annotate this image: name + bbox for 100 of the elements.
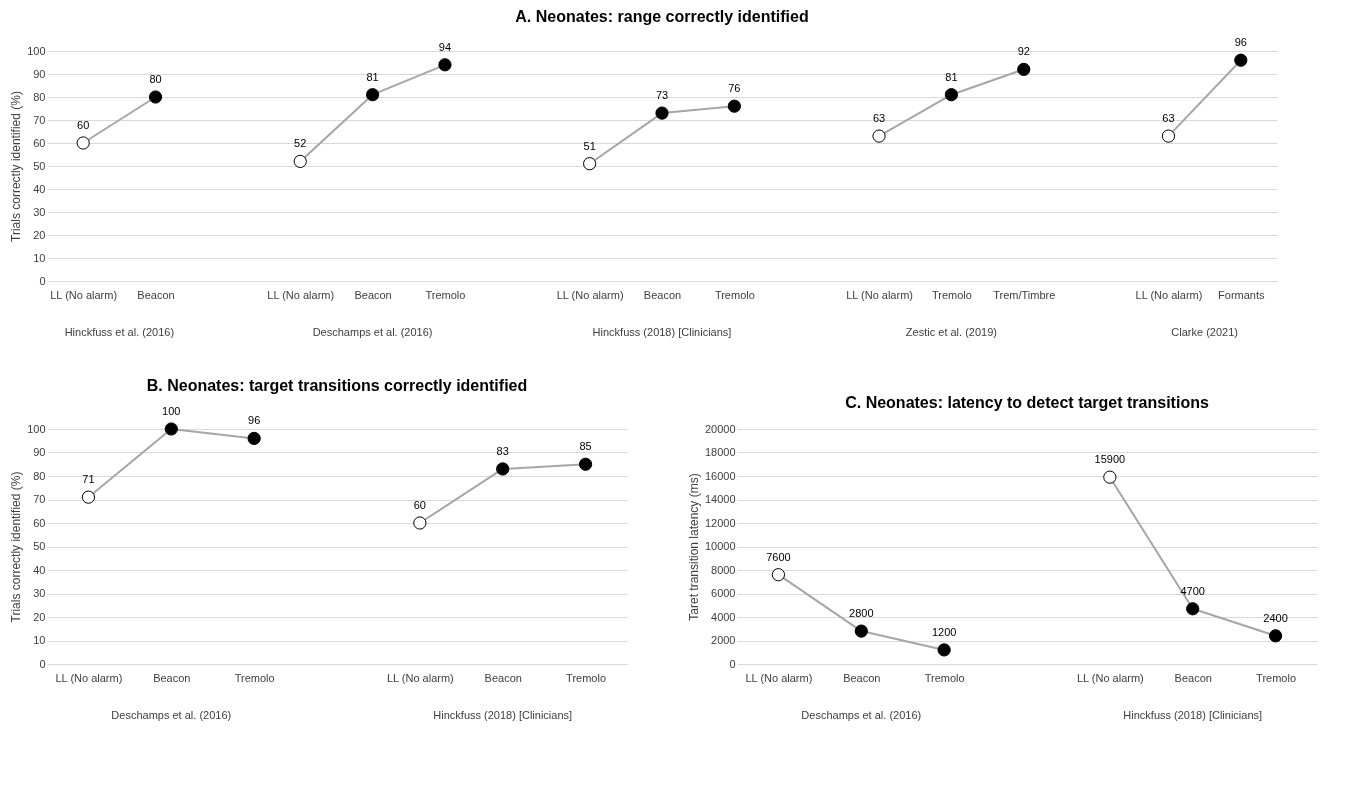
point <box>438 58 452 72</box>
x-tick-label: Beacon <box>1174 671 1212 684</box>
y-tick-label: 70 <box>33 493 46 505</box>
x-tick-label: LL (No alarm) <box>267 288 335 301</box>
y-tick-label: 8000 <box>711 563 736 576</box>
y-tick-label: 0 <box>39 274 46 287</box>
data-label: 63 <box>872 112 886 125</box>
data-label: 15900 <box>1094 453 1126 466</box>
text: Deschamps et al. (2016) <box>111 709 232 721</box>
data-label: 81 <box>945 70 958 83</box>
x-tick-label: Tremolo <box>931 288 972 301</box>
chart-title: A. Neonates: range correctly identified <box>515 8 809 26</box>
point <box>578 457 593 471</box>
data-label: 100 <box>162 405 181 417</box>
y-tick-label: 4000 <box>711 610 736 623</box>
data-label: 94 <box>438 40 452 53</box>
data-label: 51 <box>583 139 596 152</box>
data-label: 71 <box>82 473 95 486</box>
text: Hinckfuss (2018) [Clinicians] <box>592 326 732 338</box>
text: Zestic et al. (2019) <box>905 326 997 338</box>
y-tick-label: 6000 <box>711 587 736 599</box>
x-tick-label: Beacon <box>843 671 881 684</box>
y-tick-label: 20000 <box>704 422 736 435</box>
y-tick-label: 30 <box>33 587 46 599</box>
data-label: 60 <box>413 499 426 511</box>
text: Hinckfuss (2018) [Clinicians] <box>1123 709 1263 721</box>
y-axis-title: Trials correctly identified (%) <box>9 91 24 242</box>
y-tick-label: 70 <box>33 113 46 126</box>
y-tick-label: 80 <box>33 90 46 103</box>
data-label: 2400 <box>1263 611 1288 624</box>
x-tick-label: Tremolo <box>425 288 466 301</box>
data-label: 60 <box>77 119 90 131</box>
y-tick-label: 12000 <box>704 516 736 529</box>
text: Deschamps et al. (2016) <box>801 709 922 721</box>
data-label: 63 <box>1162 112 1175 125</box>
point <box>1186 602 1200 616</box>
data-label: 52 <box>294 137 307 150</box>
point <box>1017 62 1031 77</box>
x-tick-label: Beacon <box>484 671 522 684</box>
point <box>247 431 261 446</box>
text: Hinckfuss et al. (2016) <box>64 326 175 338</box>
y-tick-label: 14000 <box>704 493 736 505</box>
point <box>771 568 786 582</box>
data-label: 76 <box>728 82 741 95</box>
y-tick-label: 20 <box>33 228 46 241</box>
x-tick-label: Formants <box>1218 288 1266 301</box>
data-label: 4700 <box>1180 584 1205 597</box>
x-tick-label: Tremolo <box>924 671 965 684</box>
y-axis-title: Trials correctly identified (%) <box>9 471 24 623</box>
point <box>727 99 741 113</box>
point <box>937 643 951 657</box>
data-label: 80 <box>149 73 162 85</box>
x-tick-label: LL (No alarm) <box>1076 671 1144 684</box>
x-tick-label: LL (No alarm) <box>846 288 913 301</box>
x-tick-label: Beacon <box>153 671 191 684</box>
text: Clarke (2021) <box>1171 326 1238 338</box>
point <box>496 462 510 476</box>
data-label: 96 <box>1234 36 1247 49</box>
y-tick-label: 2000 <box>711 634 736 646</box>
y-tick-label: 10 <box>33 251 46 264</box>
data-label: 7600 <box>766 550 791 563</box>
x-tick-label: Tremolo <box>566 671 607 684</box>
y-tick-label: 100 <box>27 422 46 435</box>
point <box>1268 629 1283 643</box>
data-label: 83 <box>496 444 509 457</box>
y-tick-label: 60 <box>33 136 46 149</box>
point <box>81 490 96 504</box>
y-tick-label: 90 <box>33 67 46 80</box>
x-tick-label: LL (No alarm) <box>50 288 118 301</box>
y-tick-label: 90 <box>33 446 46 458</box>
point <box>1103 470 1117 484</box>
data-label: 96 <box>248 414 261 427</box>
y-tick-label: 0 <box>39 657 46 670</box>
y-tick-label: 10 <box>33 634 46 646</box>
data-label: 92 <box>1017 45 1030 58</box>
point <box>854 624 868 638</box>
x-tick-label: Tremolo <box>714 288 755 301</box>
x-tick-label: Beacon <box>354 288 392 301</box>
text: Deschamps et al. (2016) <box>312 326 433 338</box>
data-label: 81 <box>366 70 379 83</box>
y-tick-label: 30 <box>33 205 46 218</box>
data-label: 85 <box>579 440 592 453</box>
data-label: 73 <box>655 89 669 102</box>
text: Hinckfuss (2018) [Clinicians] <box>433 709 573 721</box>
x-tick-label: LL (No alarm) <box>745 671 813 684</box>
y-tick-label: 16000 <box>704 469 736 482</box>
y-tick-label: 80 <box>33 469 46 482</box>
x-tick-label: LL (No alarm) <box>1135 288 1203 301</box>
point <box>164 422 178 436</box>
x-tick-label: Trem/Timbre <box>993 288 1056 301</box>
y-axis-title: Taret transition latency (ms) <box>686 473 701 621</box>
data-label: 2800 <box>849 607 874 620</box>
y-tick-label: 18000 <box>704 446 736 458</box>
data-label: 1200 <box>931 625 957 638</box>
y-tick-label: 40 <box>33 563 46 576</box>
point <box>655 106 669 120</box>
y-tick-label: 20 <box>33 610 46 623</box>
y-tick-label: 10000 <box>704 540 736 552</box>
point <box>413 516 427 530</box>
y-tick-label: 100 <box>27 44 46 57</box>
